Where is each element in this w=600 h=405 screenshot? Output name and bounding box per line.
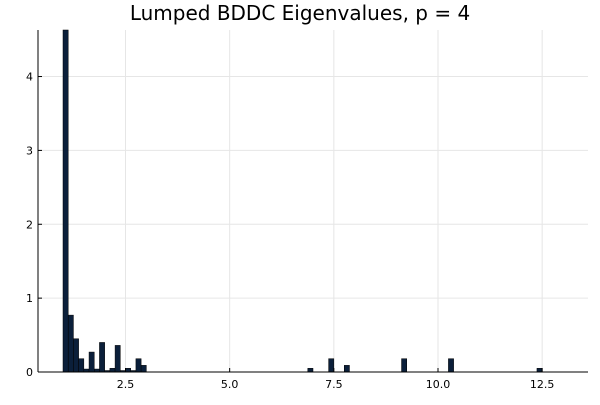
histogram-bar <box>99 342 105 373</box>
y-tick-label: 4 <box>26 71 33 84</box>
histogram-bar <box>62 29 69 373</box>
histogram-bar <box>88 351 95 373</box>
histogram-bar <box>73 338 79 373</box>
histogram-bar <box>448 358 454 373</box>
histogram-bar <box>328 358 335 373</box>
chart-title: Lumped BDDC Eigenvalues, p = 4 <box>129 1 471 25</box>
histogram-bar <box>125 368 131 373</box>
y-tick-label: 2 <box>26 218 33 231</box>
histogram-bar <box>140 365 147 373</box>
x-tick-label: 7.5 <box>325 378 343 391</box>
x-tick-label: 12.5 <box>530 378 555 391</box>
histogram-bar <box>536 368 543 373</box>
histogram-bar <box>344 365 350 373</box>
histogram-bar <box>307 368 314 373</box>
x-tick-label: 5.0 <box>221 378 239 391</box>
x-tick-label: 10.0 <box>426 378 451 391</box>
histogram-bar <box>135 358 142 373</box>
x-tick-label: 2.5 <box>117 378 135 391</box>
histogram-bar <box>109 368 116 373</box>
y-tick-label: 3 <box>26 144 33 157</box>
histogram-bar <box>114 345 121 373</box>
histogram-bar <box>401 358 407 373</box>
y-tick-label: 0 <box>26 366 33 379</box>
histogram-bar <box>78 358 85 373</box>
y-tick-label: 1 <box>26 292 33 305</box>
histogram-bar <box>67 314 74 373</box>
